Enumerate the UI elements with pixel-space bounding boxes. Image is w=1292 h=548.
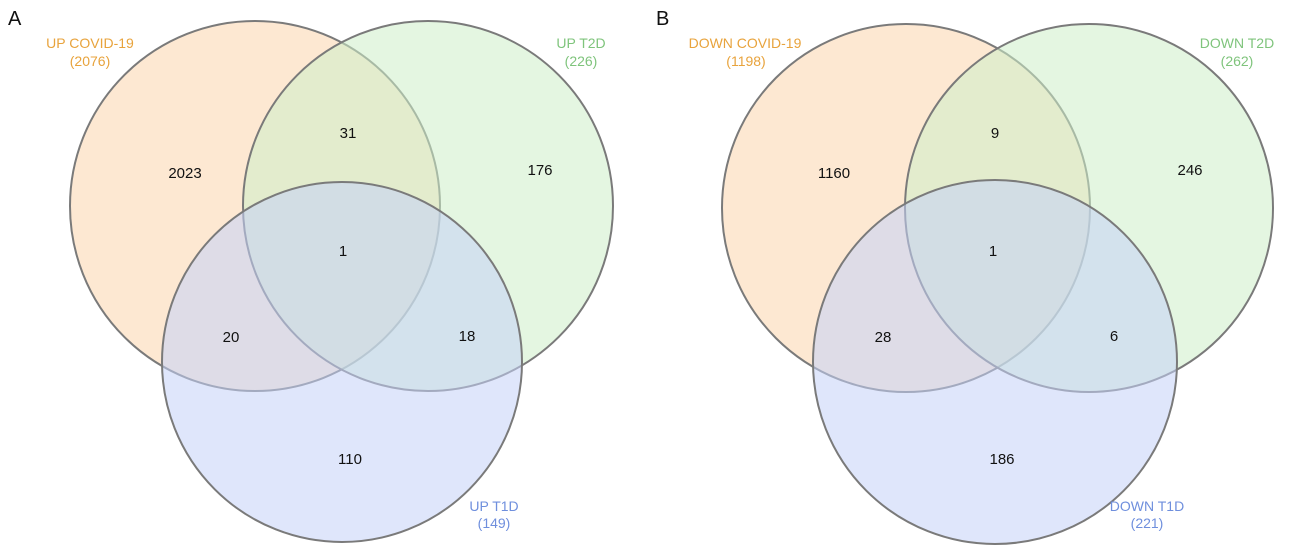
panel-b-label-clip bbox=[664, 30, 684, 54]
panel-a-count-covid-t1d: 20 bbox=[223, 329, 240, 346]
panel-a-total-t1d: (149) bbox=[478, 515, 511, 531]
panel-a-letter: A bbox=[8, 8, 22, 30]
panel-b-label-t2d: DOWN T2D bbox=[1200, 35, 1274, 51]
panel-a-count-all: 1 bbox=[339, 243, 347, 260]
panel-a-total-covid: (2076) bbox=[70, 53, 110, 69]
panel-b-letter: B bbox=[656, 8, 669, 30]
panel-b-total-t2d: (262) bbox=[1221, 53, 1254, 69]
panel-b-label-t1d: DOWN T1D bbox=[1110, 498, 1184, 514]
panel-b: B DOWN COVID-19 (1198) DOWN T2D (262) DO… bbox=[656, 8, 1274, 545]
panel-b-count-covid-t2d: 9 bbox=[991, 125, 999, 142]
panel-a-total-t2d: (226) bbox=[565, 53, 598, 69]
panel-b-circle-t1d bbox=[812, 179, 1178, 545]
panel-a-count-covid-only: 2023 bbox=[168, 165, 201, 182]
panel-b-count-covid-t1d: 28 bbox=[875, 329, 892, 346]
panel-a-circle-t1d bbox=[161, 181, 523, 543]
panel-b-count-t1d-only: 186 bbox=[989, 451, 1014, 468]
panel-a-count-t2d-only: 176 bbox=[527, 162, 552, 179]
panel-a-count-t1d-only: 110 bbox=[338, 451, 362, 468]
panel-b-total-covid: (1198) bbox=[726, 53, 765, 69]
panel-a-label-covid: UP COVID-19 bbox=[46, 35, 134, 51]
panel-b-total-t1d: (221) bbox=[1131, 515, 1164, 531]
panel-a: A UP COVID-19 (2076) UP T2D (226) UP T1D… bbox=[8, 8, 614, 543]
panel-b-count-covid-only: 1160 bbox=[818, 165, 850, 182]
panel-a-label-t2d: UP T2D bbox=[556, 35, 605, 51]
panel-a-label-t1d: UP T1D bbox=[469, 498, 518, 514]
panel-b-count-all: 1 bbox=[989, 243, 997, 260]
panel-a-count-t2d-t1d: 18 bbox=[459, 328, 476, 345]
panel-b-label-covid: DOWN COVID-19 bbox=[689, 35, 802, 51]
panel-b-count-t2d-only: 246 bbox=[1177, 162, 1202, 179]
panel-a-count-covid-t2d: 31 bbox=[340, 125, 357, 142]
panel-b-count-t2d-t1d: 6 bbox=[1110, 328, 1118, 345]
